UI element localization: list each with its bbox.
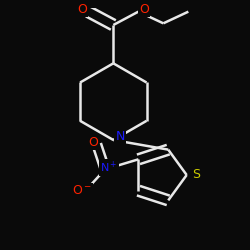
Text: S: S: [192, 168, 200, 181]
Text: O: O: [88, 136, 98, 149]
Text: O: O: [140, 4, 149, 16]
Text: O: O: [78, 4, 87, 16]
Text: N: N: [115, 130, 125, 143]
Text: O$^-$: O$^-$: [72, 184, 92, 198]
Text: N$^+$: N$^+$: [100, 160, 118, 175]
